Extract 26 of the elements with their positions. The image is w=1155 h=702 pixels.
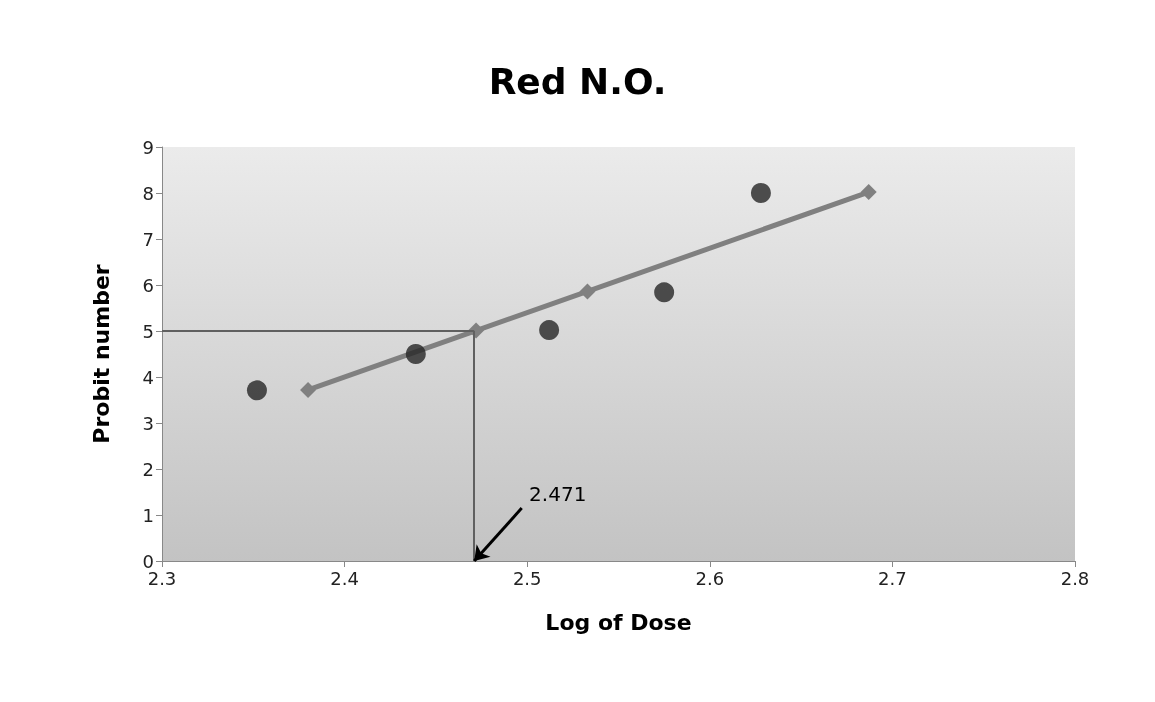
y-tick-label: 6 [142,274,154,296]
y-tick-label: 4 [142,366,154,388]
y-tick-label: 7 [142,228,154,250]
x-tick-label: 2.7 [878,567,907,589]
x-tick-label: 2.4 [330,567,359,589]
point [300,381,317,398]
annotation: 2.471 [529,482,587,507]
point [405,344,426,364]
x-tick-label: 2.5 [512,567,542,589]
x-tick-label: 2.6 [695,567,725,589]
point [539,320,560,341]
y-tick-label: 3 [142,412,154,434]
point [654,282,675,303]
point [750,183,771,203]
point [246,380,267,401]
y-tick-label: 9 [142,136,154,158]
y-tick-label: 8 [142,182,154,204]
point [860,184,877,201]
chart-title: Red N.O. [488,60,667,102]
y-tick-label: 5 [142,320,154,342]
x-tick-label: 2.8 [1060,567,1090,589]
y-tick-label: 2 [142,458,154,480]
y-axis-title: Probit number [88,264,114,444]
x-axis-title: Log of Dose [545,609,692,635]
point [579,283,596,300]
y-tick-label: 1 [142,504,154,526]
